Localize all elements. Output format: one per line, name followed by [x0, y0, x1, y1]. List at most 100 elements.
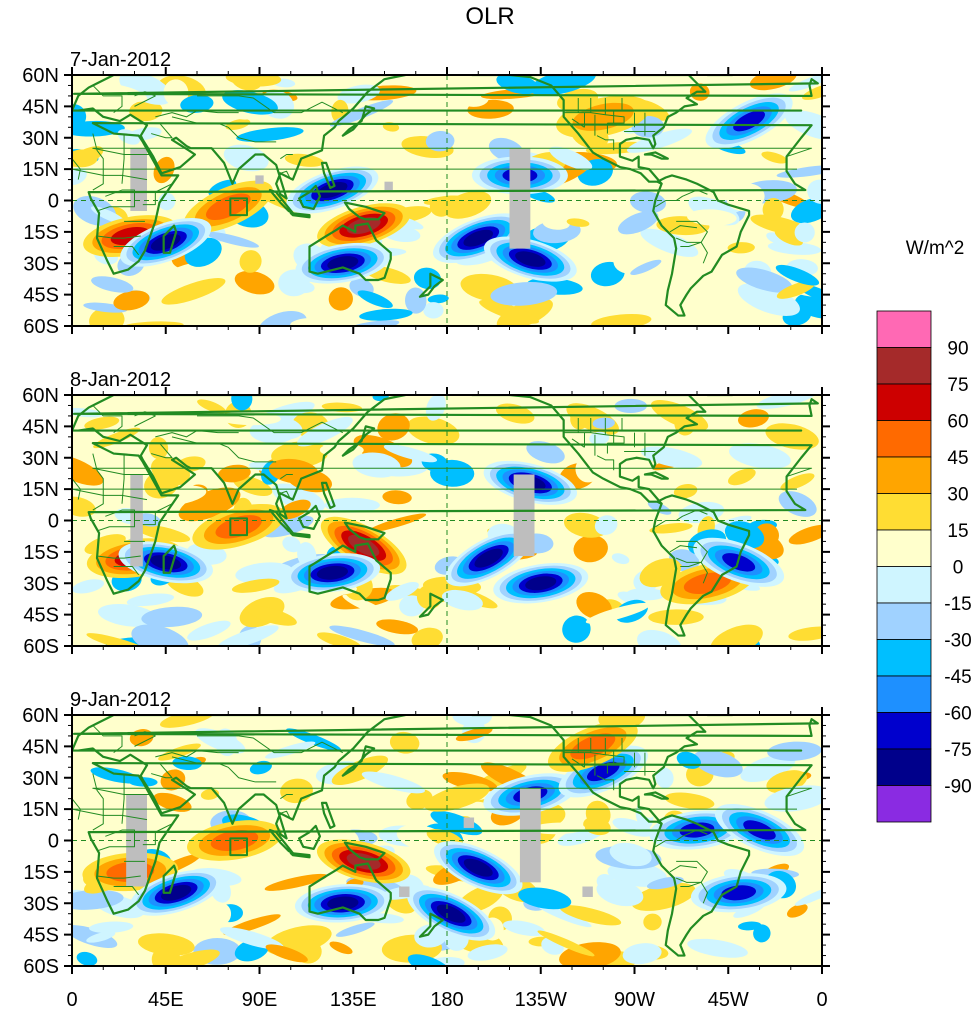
anomaly-patch: [89, 921, 134, 934]
colorbar: W/m^2 90 75 60 45 30 15 0 -15 -30 -45 -60 -75 -90: [876, 238, 972, 823]
political-boundary: [596, 135, 615, 151]
anomaly-patch: [549, 146, 593, 171]
political-boundary: [96, 235, 141, 239]
political-boundary: [72, 168, 797, 181]
anomaly-patch: [738, 409, 769, 428]
political-boundary: [72, 127, 81, 180]
anomaly-patch: [265, 944, 308, 963]
anomaly-patch: [217, 464, 251, 483]
anomaly-patch: [117, 129, 140, 145]
anomaly-patch: [775, 264, 820, 286]
region-box: [229, 197, 248, 217]
coastline: [320, 481, 336, 510]
political-boundary: [144, 122, 173, 139]
anomaly-patch: [72, 167, 87, 186]
y-tick-label: 15N: [22, 479, 59, 501]
coastline: [643, 791, 669, 800]
anomaly-patch: [423, 302, 444, 319]
missing-data-region: [399, 886, 410, 897]
anomaly-patch: [788, 524, 822, 545]
coastline: [652, 494, 751, 637]
coastline: [470, 75, 707, 185]
missing-data-region: [255, 175, 264, 184]
anomaly-patch: [649, 523, 693, 534]
anomaly-patch: [235, 562, 294, 584]
colorbar-tick-label: -60: [944, 704, 971, 725]
anomaly-patch: [562, 615, 591, 643]
x-tick-label: 0: [816, 989, 827, 1011]
anomaly-patch: [596, 874, 615, 890]
anomaly-patch: [643, 913, 662, 931]
x-axis-labels: 0 45E 90E 135E 180 135W 90W 45W 0: [66, 989, 827, 1011]
anomaly-patch: [389, 731, 420, 754]
anomaly-patch: [503, 920, 545, 937]
anomaly-patch: [72, 496, 96, 517]
political-boundary: [669, 225, 698, 233]
coastline: [643, 151, 669, 160]
missing-data-region: [582, 886, 593, 897]
coastline: [652, 174, 751, 317]
anomaly-feature: [525, 576, 557, 591]
political-boundary: [680, 561, 702, 568]
political-boundary: [676, 540, 708, 563]
coastline: [652, 814, 751, 957]
map-panel: 7-Jan-2012 60N 45N 30N 15N 0 15S 30S 45S 60S: [22, 49, 830, 338]
colorbar-swatch: [876, 566, 932, 604]
x-tick-label: 0: [66, 989, 77, 1011]
colorbar-swatch: [876, 456, 932, 494]
anomaly-patch: [763, 933, 790, 948]
colorbar-tick-label: -15: [944, 594, 971, 615]
y-tick-label: 0: [48, 191, 59, 213]
anomaly-patch: [138, 933, 195, 956]
anomaly-patch: [693, 750, 743, 778]
political-boundary: [72, 488, 797, 501]
anomaly-patch: [383, 444, 438, 463]
anomaly-patch: [496, 75, 539, 95]
y-tick-label: 15S: [23, 862, 59, 884]
anomaly-feature: [161, 884, 192, 901]
political-boundary: [92, 133, 104, 191]
anomaly-patch: [272, 483, 325, 513]
y-tick-label: 15S: [23, 222, 59, 244]
colorbar-tick-label: 15: [947, 521, 968, 542]
political-boundary: [197, 735, 344, 754]
political-boundary: [669, 865, 698, 873]
anomaly-patch: [762, 197, 784, 221]
political-boundary: [92, 85, 123, 114]
y-tick-label: 60N: [22, 65, 59, 87]
anomaly-patch: [767, 241, 822, 255]
anomaly-patch: [776, 280, 816, 299]
x-tick-label: 135W: [515, 989, 567, 1011]
coastline: [289, 851, 311, 859]
anomaly-field: [72, 395, 822, 646]
y-tick-label: 30S: [23, 253, 59, 275]
anomaly-patch: [210, 902, 232, 926]
anomaly-patch: [617, 211, 659, 235]
anomaly-patch: [76, 951, 98, 966]
anomaly-feature: [474, 548, 503, 568]
coastline: [289, 211, 311, 219]
anomaly-patch: [655, 767, 674, 789]
anomaly-patch: [329, 625, 395, 646]
anomaly-patch: [737, 283, 800, 316]
anomaly-patch: [807, 179, 822, 204]
political-boundary: [197, 95, 344, 114]
political-boundary: [134, 91, 156, 107]
anomaly-patch: [584, 166, 612, 185]
colorbar-swatch: [876, 712, 932, 750]
x-tick-label: 90W: [614, 989, 655, 1011]
anomaly-patch: [736, 267, 793, 293]
y-tick-label: 60N: [22, 385, 59, 407]
political-boundary: [144, 762, 173, 779]
coastline: [162, 544, 178, 574]
anomaly-patch: [727, 242, 755, 254]
political-boundary: [655, 189, 708, 208]
coastline: [72, 715, 803, 840]
anomaly-patch: [728, 443, 791, 469]
political-boundary: [92, 453, 104, 511]
political-boundary: [280, 793, 293, 800]
anomaly-patch: [382, 490, 412, 505]
political-boundary: [144, 442, 173, 459]
colorbar-swatch: [876, 493, 932, 531]
anomaly-patch: [239, 250, 262, 273]
